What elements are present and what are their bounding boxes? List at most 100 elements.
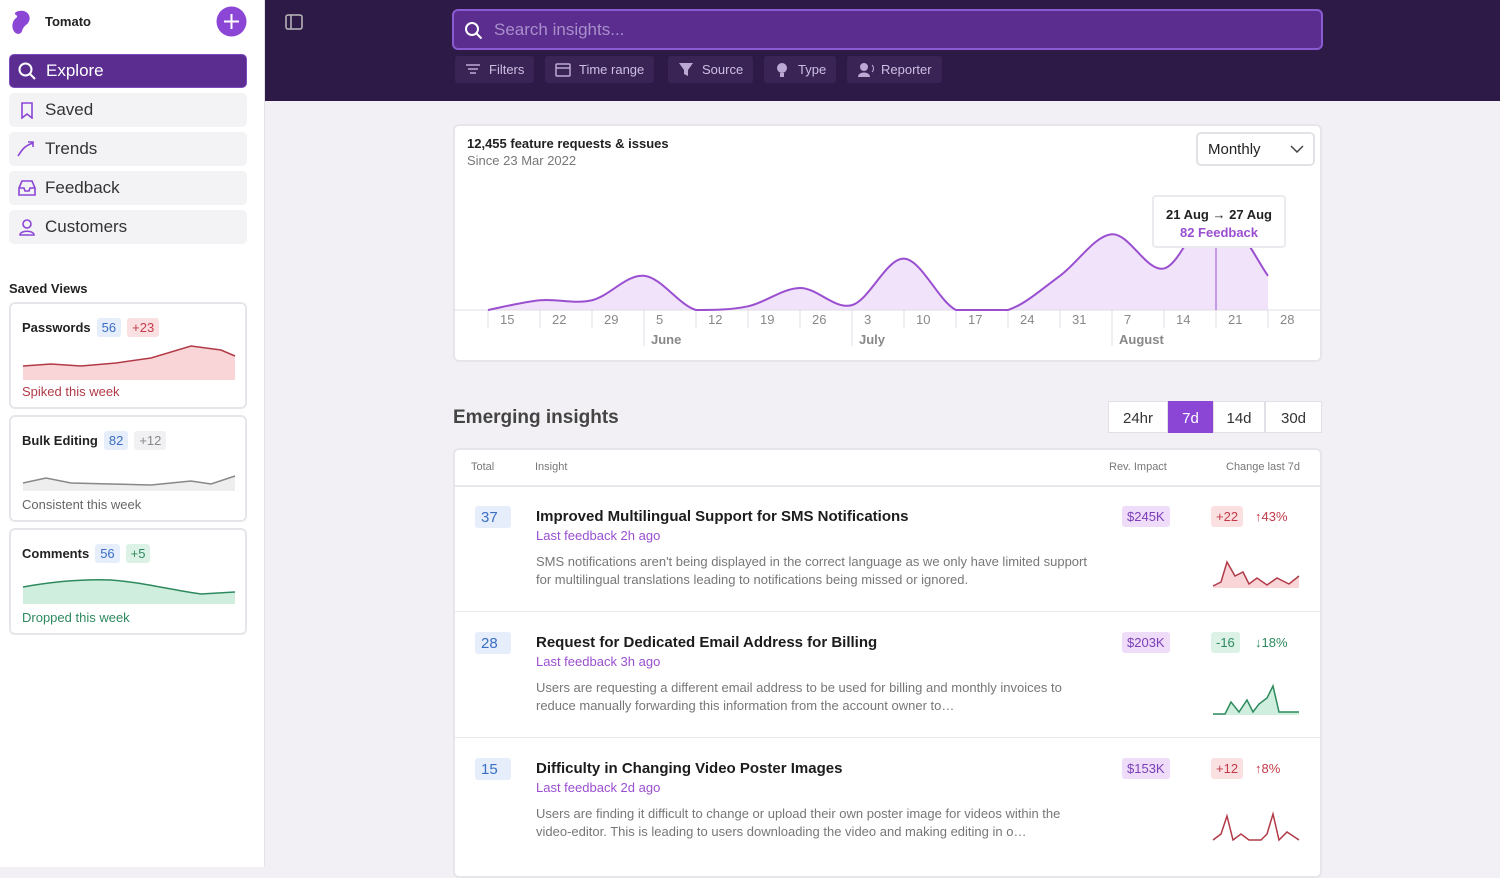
view-name: Bulk Editing bbox=[22, 433, 98, 448]
add-button[interactable] bbox=[216, 6, 247, 37]
insight-title: Request for Dedicated Email Address for … bbox=[536, 634, 878, 651]
insight-description: Users are finding it difficult to change… bbox=[536, 806, 1061, 839]
nav-customers[interactable]: Customers bbox=[9, 210, 247, 244]
total-badge: 15 bbox=[475, 758, 511, 780]
change-percent: ↓18% bbox=[1255, 635, 1288, 650]
nav-explore[interactable]: Explore bbox=[9, 54, 247, 88]
insight-description: SMS notifications aren't being displayed… bbox=[536, 554, 1087, 587]
filter-label: Reporter bbox=[881, 62, 932, 77]
change-badge: +22 bbox=[1211, 506, 1244, 527]
sparkline bbox=[1212, 811, 1300, 842]
revenue-badge: $153K bbox=[1122, 758, 1170, 779]
period-label: Monthly bbox=[1208, 141, 1261, 158]
filter-button[interactable]: Time range bbox=[545, 56, 655, 83]
nav-icon bbox=[21, 102, 33, 119]
sidebar: Tomato Explore Saved Trends Feedback Cus… bbox=[0, 0, 265, 867]
area bbox=[488, 209, 1268, 310]
x-tick-label: 3 bbox=[864, 312, 871, 327]
view-status: Spiked this week bbox=[22, 384, 120, 399]
change-percent: ↑8% bbox=[1255, 761, 1281, 776]
last-feedback: Last feedback 2d ago bbox=[536, 780, 661, 795]
saved-view-card[interactable]: Bulk Editing 82 +12 Consistent this week bbox=[9, 415, 247, 522]
nav-trends[interactable]: Trends bbox=[9, 132, 247, 166]
icon bbox=[777, 63, 787, 77]
count-badge: 56 bbox=[96, 318, 122, 337]
section-title: Emerging insights bbox=[453, 407, 619, 428]
filter-label: Time range bbox=[579, 62, 645, 77]
revenue-badge: $203K bbox=[1122, 632, 1170, 653]
icon bbox=[679, 63, 693, 76]
filter-label: Type bbox=[798, 62, 827, 77]
x-tick-label: 7 bbox=[1124, 312, 1131, 327]
overview-card: 15 22 29 5 12 19 26 3 10 17 24 31 7 14 21 28 June July Aug… bbox=[453, 124, 1322, 362]
chevron bbox=[1290, 145, 1304, 153]
x-tick-label: 17 bbox=[968, 312, 982, 327]
view-name: Comments bbox=[22, 546, 90, 561]
x-tick-label: 29 bbox=[604, 312, 618, 327]
x-tick-label: 26 bbox=[812, 312, 826, 327]
filter-button[interactable]: Filters bbox=[455, 56, 535, 83]
x-tick-label: 22 bbox=[552, 312, 566, 327]
month-label: July bbox=[859, 332, 886, 347]
change-badge: -16 bbox=[1211, 632, 1240, 653]
change-percent: ↑43% bbox=[1255, 509, 1288, 524]
logo bbox=[12, 10, 30, 34]
x-tick-label: 10 bbox=[916, 312, 930, 327]
column-header: Change last 7d bbox=[1226, 461, 1300, 473]
filter-button[interactable]: Type bbox=[764, 56, 837, 83]
sparkline bbox=[1213, 683, 1299, 715]
sparkline bbox=[1212, 560, 1300, 588]
range-option[interactable]: 14d bbox=[1213, 401, 1265, 433]
insight-row[interactable]: 28 Request for Dedicated Email Address f… bbox=[455, 611, 1320, 737]
filter-button[interactable]: Reporter bbox=[847, 56, 942, 83]
line bbox=[487, 208, 1269, 312]
icon bbox=[858, 63, 874, 77]
filter-button[interactable]: Source bbox=[668, 56, 754, 83]
count-badge: 82 bbox=[103, 431, 129, 450]
saved-view-card[interactable]: Passwords 56 +23 Spiked this week bbox=[9, 302, 247, 409]
range-option[interactable]: 24hr bbox=[1108, 401, 1168, 433]
change-badge: +5 bbox=[125, 544, 151, 563]
nav-icon bbox=[19, 219, 35, 236]
month-label: August bbox=[1119, 332, 1164, 347]
nav-feedback[interactable]: Feedback bbox=[9, 171, 247, 205]
header-divider bbox=[455, 485, 1320, 487]
search-input[interactable]: Search insights... bbox=[452, 9, 1323, 50]
total-badge: 28 bbox=[475, 632, 511, 654]
total-badge: 37 bbox=[475, 506, 511, 528]
section-title: Saved Views bbox=[9, 281, 88, 296]
icon bbox=[555, 63, 571, 77]
sidebar-toggle[interactable] bbox=[285, 14, 303, 30]
sparkline bbox=[22, 579, 236, 604]
chart-title: 12,455 feature requests & issues bbox=[467, 136, 669, 151]
x-tick-label: 12 bbox=[708, 312, 722, 327]
workspace-name: Tomato bbox=[45, 14, 91, 29]
tooltip-range: 21 Aug → 27 Aug bbox=[1166, 207, 1272, 222]
sparkline bbox=[22, 475, 236, 491]
search-icon bbox=[465, 22, 483, 40]
insight-description: Users are requesting a different email a… bbox=[536, 680, 1062, 713]
x-tick-label: 5 bbox=[656, 312, 663, 327]
view-name: Passwords bbox=[22, 320, 91, 335]
nav-icon bbox=[18, 180, 36, 196]
revenue-badge: $245K bbox=[1122, 506, 1170, 527]
saved-view-card[interactable]: Comments 56 +5 Dropped this week bbox=[9, 528, 247, 635]
overview-chart: 15 22 29 5 12 19 26 3 10 17 24 31 7 14 21 28 June July Aug… bbox=[453, 208, 1322, 347]
insight-row[interactable]: 15 Difficulty in Changing Video Poster I… bbox=[455, 737, 1320, 863]
x-tick-label: 28 bbox=[1280, 312, 1294, 327]
insight-row[interactable]: 37 Improved Multilingual Support for SMS… bbox=[455, 485, 1320, 611]
change-badge: +12 bbox=[1211, 758, 1244, 779]
column-header: Total bbox=[471, 461, 495, 473]
column-header: Insight bbox=[535, 461, 568, 473]
column-header: Rev. Impact bbox=[1109, 461, 1167, 473]
month-label: June bbox=[651, 332, 681, 347]
range-option[interactable]: 7d bbox=[1168, 401, 1213, 433]
nav-saved[interactable]: Saved bbox=[9, 93, 247, 127]
range-option[interactable]: 30d bbox=[1265, 401, 1322, 433]
sparkline bbox=[22, 345, 236, 380]
x-tick-label: 19 bbox=[760, 312, 774, 327]
insight-title: Improved Multilingual Support for SMS No… bbox=[536, 508, 909, 525]
period-select[interactable]: Monthly bbox=[1196, 132, 1315, 166]
